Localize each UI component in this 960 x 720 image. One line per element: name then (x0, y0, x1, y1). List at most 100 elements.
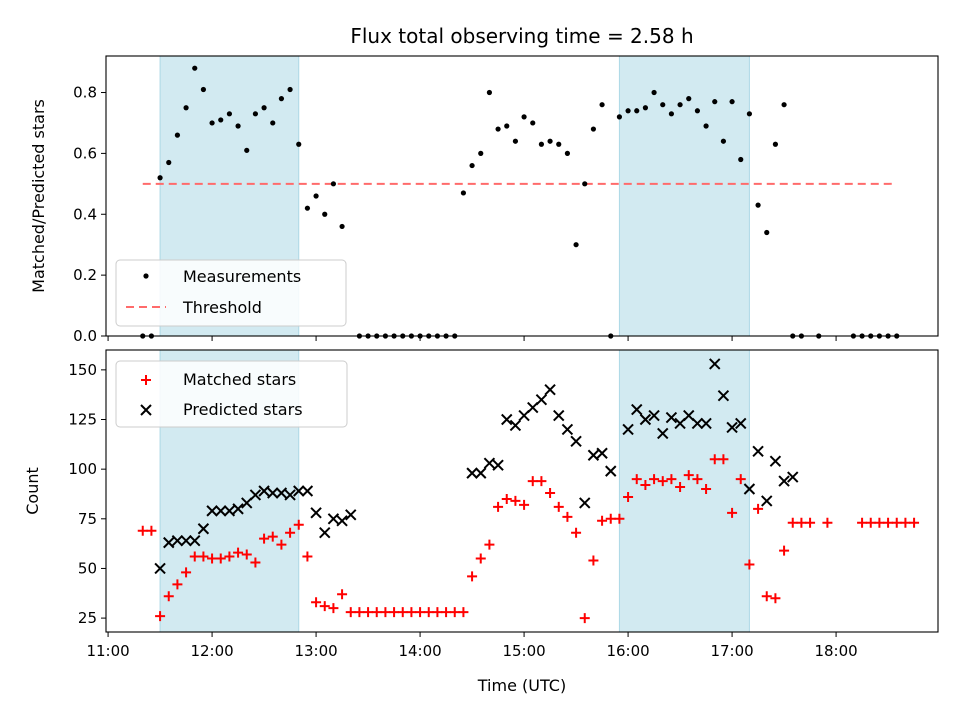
matched-star-point (909, 517, 920, 528)
x-tick-label-0: 11:00 (86, 642, 129, 660)
predicted-star-point (535, 393, 548, 406)
x-axis-label: Time (UTC) (477, 676, 566, 695)
measurement-point (625, 108, 631, 114)
measurement-point (200, 86, 207, 93)
y-tick-label-1: 50 (78, 559, 97, 577)
predicted-star-point (232, 503, 244, 515)
matched-star-point (233, 547, 244, 558)
chart-title: Flux total observing time = 2.58 h (350, 24, 693, 48)
measurement-point (209, 120, 215, 126)
measurement-point (287, 86, 293, 93)
legend-matched-label: Matched stars (183, 370, 296, 389)
matched-star-point (345, 607, 356, 618)
matched-star-point (666, 474, 677, 485)
measurement-point (218, 117, 224, 123)
predicted-star-point (657, 427, 669, 440)
matched-stars-points (137, 454, 920, 624)
matched-star-point (605, 513, 616, 524)
predicted-star-point (778, 475, 790, 487)
predicted-star-point (215, 505, 227, 517)
legend-predicted-marker (140, 404, 152, 416)
matched-star-point (198, 551, 209, 562)
predicted-star-point (466, 467, 478, 479)
predicted-star-point (258, 485, 270, 497)
matched-star-point (571, 527, 582, 538)
matched-star-point (805, 517, 816, 528)
matched-star-point (631, 474, 642, 485)
measurement-point (322, 211, 328, 217)
measurement-point (530, 120, 536, 126)
predicted-star-point (509, 419, 522, 432)
predicted-star-point (631, 403, 643, 416)
matched-star-point (181, 567, 192, 578)
bottom-axes-frame (105, 349, 939, 633)
matched-star-point (224, 551, 235, 562)
matched-star-point (519, 499, 530, 510)
matched-star-point (415, 607, 426, 618)
legend-threshold-label: Threshold (182, 298, 262, 317)
predicted-star-point (206, 505, 218, 517)
matched-star-point (241, 549, 252, 560)
measurement-point (157, 175, 163, 181)
predicted-star-point (691, 417, 704, 430)
measurement-point (270, 120, 276, 126)
matched-star-point (276, 539, 287, 550)
measurement-point (660, 102, 666, 108)
shaded-band-1 (618, 55, 750, 337)
matched-star-point (493, 501, 504, 512)
measurement-point (599, 102, 605, 108)
predicted-star-point (787, 471, 799, 483)
measurement-point (582, 181, 588, 187)
matched-star-point (744, 559, 755, 570)
legend-box (115, 259, 347, 327)
matched-star-point (857, 517, 868, 528)
matched-star-point (683, 470, 694, 481)
measurement-point (313, 193, 319, 199)
matched-star-point (467, 571, 478, 582)
legend-predicted-label: Predicted stars (183, 400, 303, 419)
x-tick-label-7: 18:00 (814, 642, 857, 660)
matched-star-point (363, 607, 374, 618)
predicted-star-point (336, 515, 348, 527)
predicted-star-point (769, 455, 782, 467)
matched-star-point (701, 484, 712, 495)
measurement-point (590, 126, 597, 132)
matched-star-point (692, 474, 703, 485)
measurement-point (469, 162, 475, 169)
measurement-point (651, 89, 657, 96)
matched-star-point (163, 591, 174, 602)
matched-star-point (874, 517, 885, 528)
predicted-star-point (544, 384, 556, 396)
predicted-star-point (475, 467, 487, 479)
predicted-star-point (709, 358, 721, 370)
matched-star-point (406, 607, 417, 618)
bottom-panel: 11:00 12:00 13:00 14:00 15:00 16:00 17:00 18:00… (23, 349, 939, 695)
predicted-star-point (761, 495, 773, 507)
legend-measurements-marker (143, 273, 149, 279)
top-y-axis-label: Matched/Predicted stars (29, 99, 48, 293)
matched-star-point (709, 454, 720, 465)
measurement-point (729, 99, 735, 105)
matched-star-point (371, 607, 382, 618)
top-axes-frame (105, 55, 939, 337)
matched-star-point (267, 531, 278, 542)
matched-star-point (285, 527, 296, 538)
matched-star-point (761, 591, 772, 602)
predicted-star-point (319, 526, 331, 539)
legend-measurements-label: Measurements (183, 267, 301, 286)
measurement-point (261, 105, 267, 111)
predicted-star-point (587, 449, 600, 461)
predicted-star-point (154, 562, 166, 575)
matched-star-point (510, 495, 521, 506)
predicted-star-point (310, 507, 322, 519)
measurement-point (252, 111, 259, 117)
predicted-star-point (180, 534, 192, 547)
matched-star-point (250, 557, 261, 568)
predicted-star-point (483, 457, 496, 469)
measurement-point (694, 108, 701, 114)
predicted-star-point (639, 413, 652, 426)
predicted-star-point (665, 411, 678, 424)
matched-star-point (640, 480, 651, 491)
matched-star-point (770, 593, 781, 604)
predicted-star-point (700, 417, 712, 430)
